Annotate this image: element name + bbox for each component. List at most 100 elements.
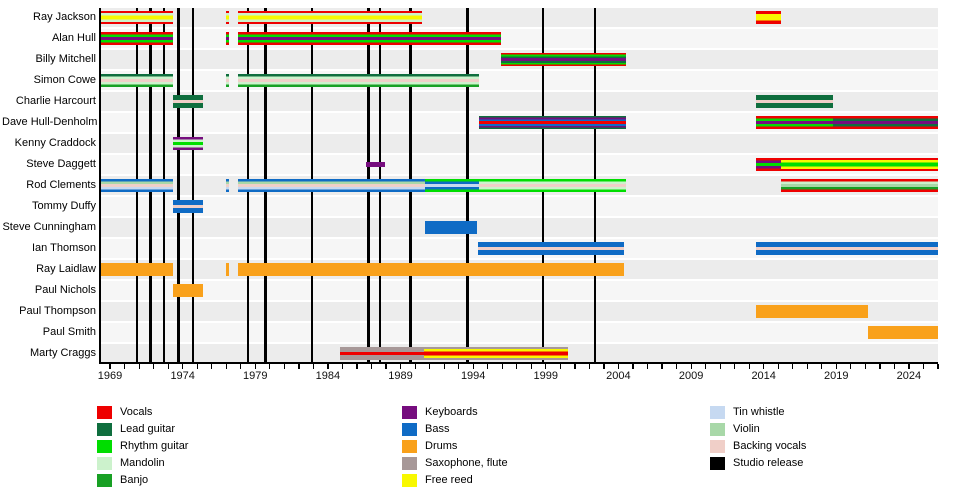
axis-tick bbox=[545, 363, 547, 369]
member-label: Steve Daggett bbox=[26, 158, 96, 170]
member-bar bbox=[100, 179, 173, 192]
legend-swatch bbox=[97, 423, 112, 436]
legend-item: Violin bbox=[710, 423, 890, 437]
axis-tick bbox=[588, 363, 591, 369]
member-bar bbox=[479, 179, 626, 192]
legend-label: Saxophone, flute bbox=[425, 457, 508, 469]
axis-tick bbox=[472, 363, 474, 369]
axis-tick bbox=[182, 363, 184, 369]
member-label: Ray Laidlaw bbox=[36, 263, 96, 275]
legend-swatch bbox=[710, 457, 725, 470]
member-bar bbox=[781, 179, 938, 192]
axis-tick bbox=[240, 363, 242, 369]
row-band bbox=[101, 197, 938, 216]
member-bar bbox=[172, 137, 203, 150]
member-bar bbox=[237, 11, 423, 24]
axis-tick bbox=[893, 363, 896, 369]
axis-tick bbox=[806, 363, 808, 369]
legend-label: Rhythm guitar bbox=[120, 440, 189, 452]
axis-tick bbox=[225, 363, 227, 369]
axis-tick bbox=[617, 363, 620, 369]
legend-swatch bbox=[97, 440, 112, 453]
axis-tick bbox=[908, 363, 910, 369]
legend-label: Drums bbox=[425, 440, 458, 452]
member-bar bbox=[339, 347, 424, 360]
axis-tick bbox=[574, 363, 576, 369]
axis-tick bbox=[937, 363, 939, 369]
member-bar bbox=[756, 11, 782, 24]
row-band bbox=[101, 92, 938, 111]
axis-tick bbox=[835, 363, 837, 369]
member-bar bbox=[425, 179, 479, 192]
axis-tick bbox=[821, 363, 823, 369]
row-band bbox=[101, 323, 938, 342]
axis-tick bbox=[603, 363, 605, 369]
axis-tick bbox=[458, 363, 460, 369]
legend-item: Lead guitar bbox=[97, 423, 277, 437]
axis-tick bbox=[443, 363, 445, 369]
member-bar bbox=[237, 179, 426, 192]
axis-tick-label: 1984 bbox=[315, 370, 341, 382]
member-label: Billy Mitchell bbox=[35, 53, 96, 65]
legend-label: Backing vocals bbox=[733, 440, 807, 452]
member-bar bbox=[225, 11, 229, 24]
member-label: Ray Jackson bbox=[33, 11, 96, 23]
y-axis-line bbox=[99, 8, 102, 362]
row-band bbox=[101, 218, 938, 237]
member-bar bbox=[425, 221, 478, 234]
axis-tick-label: 1979 bbox=[243, 370, 268, 382]
axis-tick bbox=[414, 363, 416, 369]
member-bar bbox=[756, 305, 869, 318]
axis-tick bbox=[559, 363, 561, 369]
axis-tick bbox=[283, 363, 285, 369]
legend-item: Rhythm guitar bbox=[97, 440, 277, 454]
axis-tick bbox=[632, 363, 634, 369]
axis-tick bbox=[530, 363, 532, 369]
legend-item: Free reed bbox=[402, 474, 582, 487]
axis-tick bbox=[254, 363, 256, 369]
member-bar bbox=[479, 116, 626, 129]
legend-item: Banjo bbox=[97, 474, 277, 487]
legend-label: Bass bbox=[425, 423, 450, 435]
axis-tick bbox=[719, 363, 721, 369]
legend-item: Keyboards bbox=[402, 406, 582, 420]
legend-item: Drums bbox=[402, 440, 582, 454]
axis-tick-label: 2009 bbox=[678, 370, 704, 382]
axis-tick-label: 1989 bbox=[388, 370, 413, 382]
legend-item: Mandolin bbox=[97, 457, 277, 471]
axis-tick bbox=[646, 363, 649, 369]
legend-label: Lead guitar bbox=[120, 423, 176, 435]
axis-tick bbox=[850, 363, 852, 369]
member-label: Tommy Duffy bbox=[32, 200, 96, 212]
axis-tick bbox=[196, 363, 198, 369]
member-bar bbox=[423, 347, 568, 360]
member-label: Ian Thomson bbox=[31, 242, 96, 254]
axis-tick bbox=[705, 363, 707, 369]
member-label: Alan Hull bbox=[51, 32, 96, 44]
legend-swatch bbox=[402, 406, 417, 419]
legend-label: Violin bbox=[733, 423, 760, 435]
axis-tick bbox=[298, 363, 300, 369]
row-band bbox=[101, 155, 938, 174]
axis-tick bbox=[675, 363, 678, 369]
member-label: Dave Hull-Denholm bbox=[2, 116, 98, 128]
member-label: Marty Craggs bbox=[29, 347, 96, 359]
legend-label: Mandolin bbox=[120, 457, 165, 469]
axis-tick bbox=[123, 363, 126, 369]
member-label: Charlie Harcourt bbox=[15, 95, 96, 107]
legend-label: Free reed bbox=[425, 474, 473, 486]
legend-item: Studio release bbox=[710, 457, 890, 471]
axis-tick bbox=[399, 363, 402, 369]
axis-tick bbox=[312, 363, 315, 369]
legend-label: Vocals bbox=[120, 406, 153, 418]
axis-tick-label: 1999 bbox=[533, 370, 559, 382]
axis-tick bbox=[748, 363, 750, 369]
legend-label: Studio release bbox=[733, 457, 804, 469]
axis-tick-label: 1969 bbox=[97, 370, 123, 382]
legend-swatch bbox=[710, 440, 725, 453]
legend-label: Keyboards bbox=[425, 406, 478, 418]
legend-swatch bbox=[710, 423, 725, 436]
axis-tick bbox=[734, 363, 736, 369]
axis-tick-label: 2024 bbox=[896, 370, 922, 382]
